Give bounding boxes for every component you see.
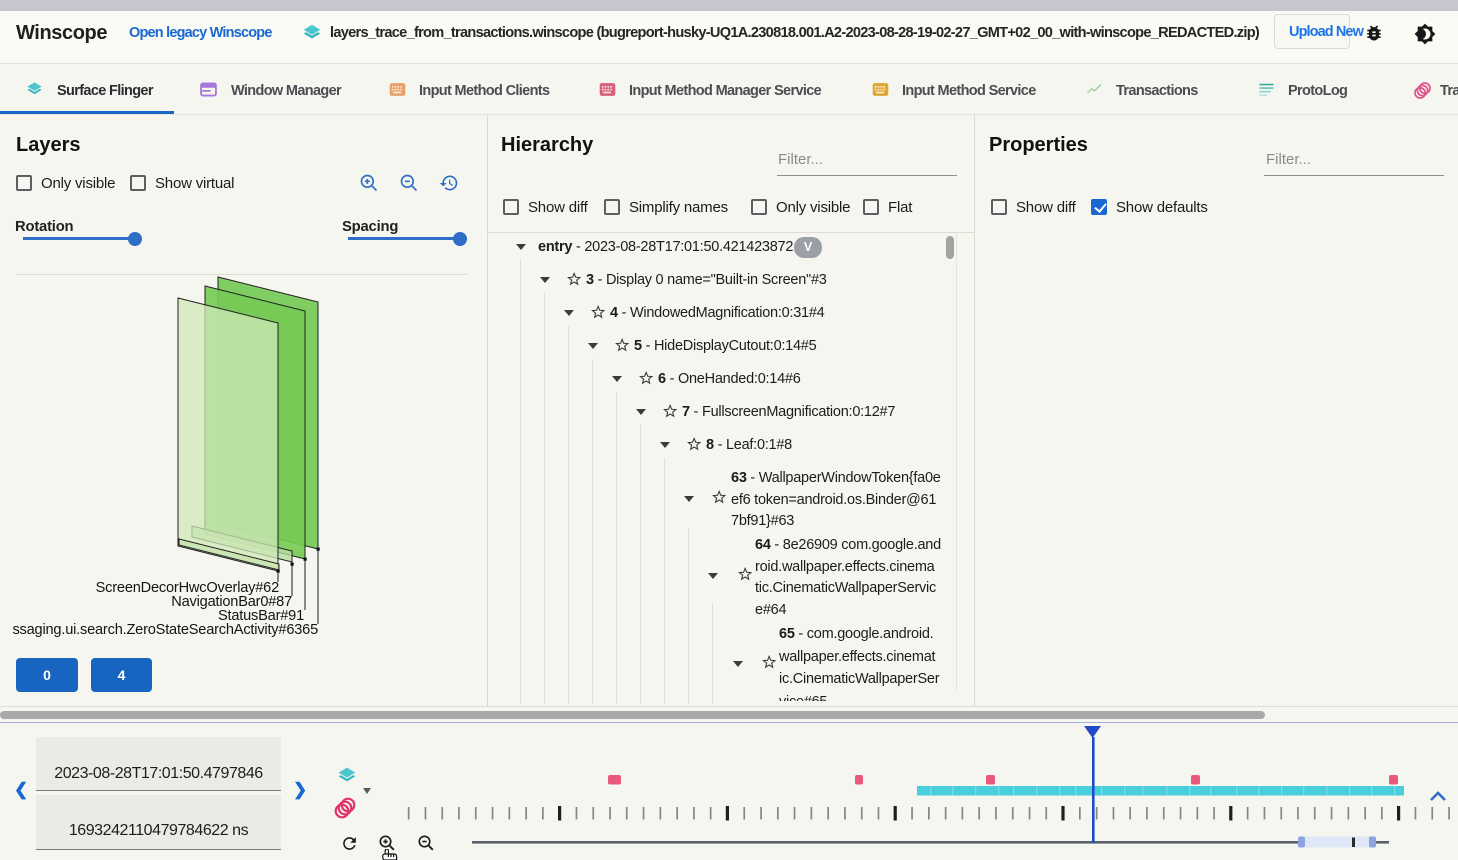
svg-text:NavigationBar0#87: NavigationBar0#87 (171, 594, 292, 610)
svg-text:StatusBar#91: StatusBar#91 (218, 608, 304, 624)
svg-text:ScreenDecorHwcOverlay#62: ScreenDecorHwcOverlay#62 (96, 580, 279, 596)
svg-text:ssaging.ui.search.ZeroStateSea: ssaging.ui.search.ZeroStateSearchActivit… (12, 622, 318, 638)
